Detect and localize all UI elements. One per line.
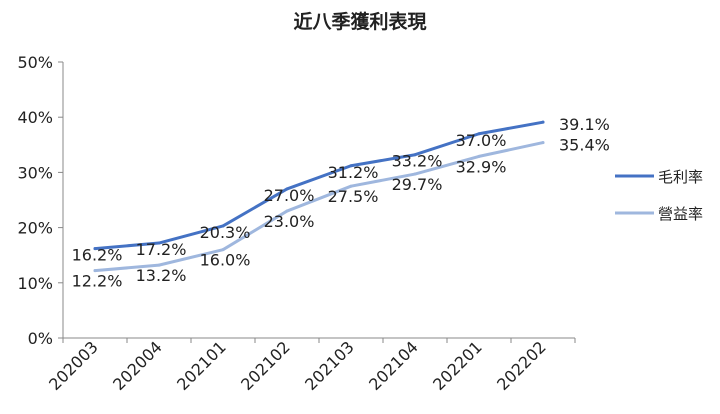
data-label: 27.0% (264, 186, 315, 205)
data-label: 16.2% (72, 246, 123, 265)
data-point (477, 154, 481, 158)
y-tick-label: 30% (17, 163, 53, 182)
data-label: 32.9% (456, 157, 507, 176)
data-label: 27.5% (328, 187, 379, 206)
data-label: 35.4% (559, 136, 610, 155)
x-tick-label: 202101 (173, 337, 230, 394)
data-label: 20.3% (200, 223, 251, 242)
legend-label: 營益率 (658, 205, 703, 223)
y-tick-label: 50% (17, 53, 53, 72)
data-point (285, 209, 289, 213)
data-label: 12.2% (72, 272, 123, 291)
data-point (93, 269, 97, 273)
data-point (157, 241, 161, 245)
data-label: 37.0% (456, 131, 507, 150)
data-point (541, 141, 545, 145)
y-tick-label: 40% (17, 108, 53, 127)
data-point (285, 187, 289, 191)
data-label: 16.0% (200, 251, 251, 270)
data-label: 23.0% (264, 212, 315, 231)
x-tick-label: 202202 (493, 337, 550, 394)
data-labels: 16.2% 17.2% 20.3% 27.0% 31.2% 33.2% 37.0% 39.1%… (72, 115, 610, 290)
data-label: 31.2% (328, 163, 379, 182)
series-line (93, 120, 545, 251)
x-tick-label: 202104 (365, 337, 422, 394)
x-tick-label: 202004 (109, 337, 166, 394)
data-label: 29.7% (392, 175, 443, 194)
series-layer (93, 120, 545, 273)
data-label: 17.2% (136, 240, 187, 259)
x-tick-label: 202103 (301, 337, 358, 394)
data-point (349, 164, 353, 168)
x-tick-label: 202102 (237, 337, 294, 394)
chart-title: 近八季獲利表現 (293, 10, 426, 33)
data-point (157, 263, 161, 267)
data-point (413, 153, 417, 157)
y-tick-label: 10% (17, 274, 53, 293)
y-tick-label: 20% (17, 219, 53, 238)
x-tick-label: 202003 (45, 337, 102, 394)
data-point (221, 248, 225, 252)
data-point (413, 172, 417, 176)
legend-label: 毛利率 (658, 168, 703, 186)
x-tick-label: 202201 (429, 337, 486, 394)
data-point (221, 224, 225, 228)
series-line (93, 141, 545, 273)
data-label: 33.2% (392, 152, 443, 171)
data-point (541, 120, 545, 124)
data-point (93, 247, 97, 251)
y-tick-label: 0% (28, 329, 53, 348)
data-point (349, 184, 353, 188)
data-label: 39.1% (559, 115, 610, 134)
data-point (477, 132, 481, 136)
data-label: 13.2% (136, 266, 187, 285)
